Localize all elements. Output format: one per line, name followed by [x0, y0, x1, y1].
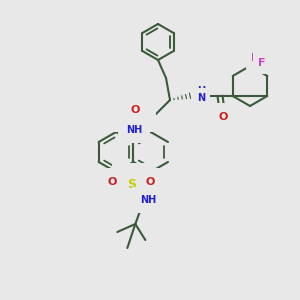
Text: NH: NH: [140, 195, 156, 205]
Text: O: O: [218, 112, 228, 122]
Text: O: O: [130, 105, 140, 115]
Text: F: F: [258, 58, 266, 68]
Text: O: O: [108, 177, 117, 187]
Text: F: F: [251, 53, 259, 63]
Text: N: N: [197, 93, 205, 103]
Text: NH: NH: [126, 125, 142, 135]
Text: S: S: [127, 178, 136, 190]
Text: H: H: [197, 86, 205, 96]
Text: O: O: [146, 177, 155, 187]
